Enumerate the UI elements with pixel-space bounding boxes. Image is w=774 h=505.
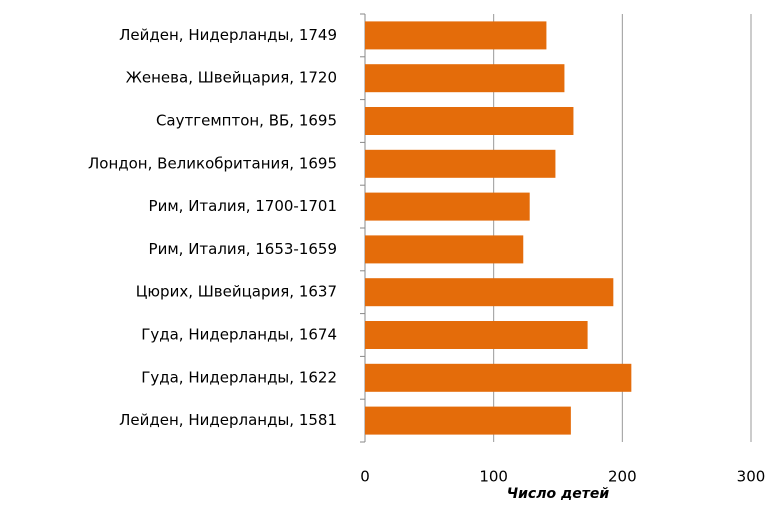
bar — [365, 64, 565, 93]
y-tick-label: Лондон, Великобритания, 1695 — [88, 154, 337, 172]
bar — [365, 21, 547, 50]
y-tick-label: Рим, Италия, 1700-1701 — [149, 197, 337, 215]
bar — [365, 235, 524, 264]
y-tick-label: Рим, Италия, 1653-1659 — [149, 240, 337, 258]
bar — [365, 363, 632, 392]
bar — [365, 278, 614, 307]
y-tick-label: Лейден, Нидерланды, 1749 — [119, 26, 337, 44]
bar — [365, 192, 530, 221]
bar — [365, 406, 571, 435]
bar — [365, 149, 556, 178]
x-tick-label: 300 — [737, 468, 766, 486]
y-tick-label: Гуда, Нидерланды, 1622 — [141, 368, 337, 386]
y-tick-label: Женева, Швейцария, 1720 — [126, 69, 337, 87]
y-tick-label: Саутгемптон, ВБ, 1695 — [156, 112, 337, 130]
x-tick-label: 0 — [360, 468, 370, 486]
y-tick-label: Гуда, Нидерланды, 1674 — [141, 326, 337, 344]
bar — [365, 321, 588, 349]
bar — [365, 107, 574, 135]
y-tick-label: Лейден, Нидерланды, 1581 — [119, 411, 337, 429]
x-tick-label: 100 — [479, 468, 508, 486]
y-tick-label: Цюрих, Швейцария, 1637 — [136, 283, 337, 301]
x-tick-label: 200 — [608, 468, 637, 486]
x-axis-title: Число детей — [507, 486, 610, 502]
